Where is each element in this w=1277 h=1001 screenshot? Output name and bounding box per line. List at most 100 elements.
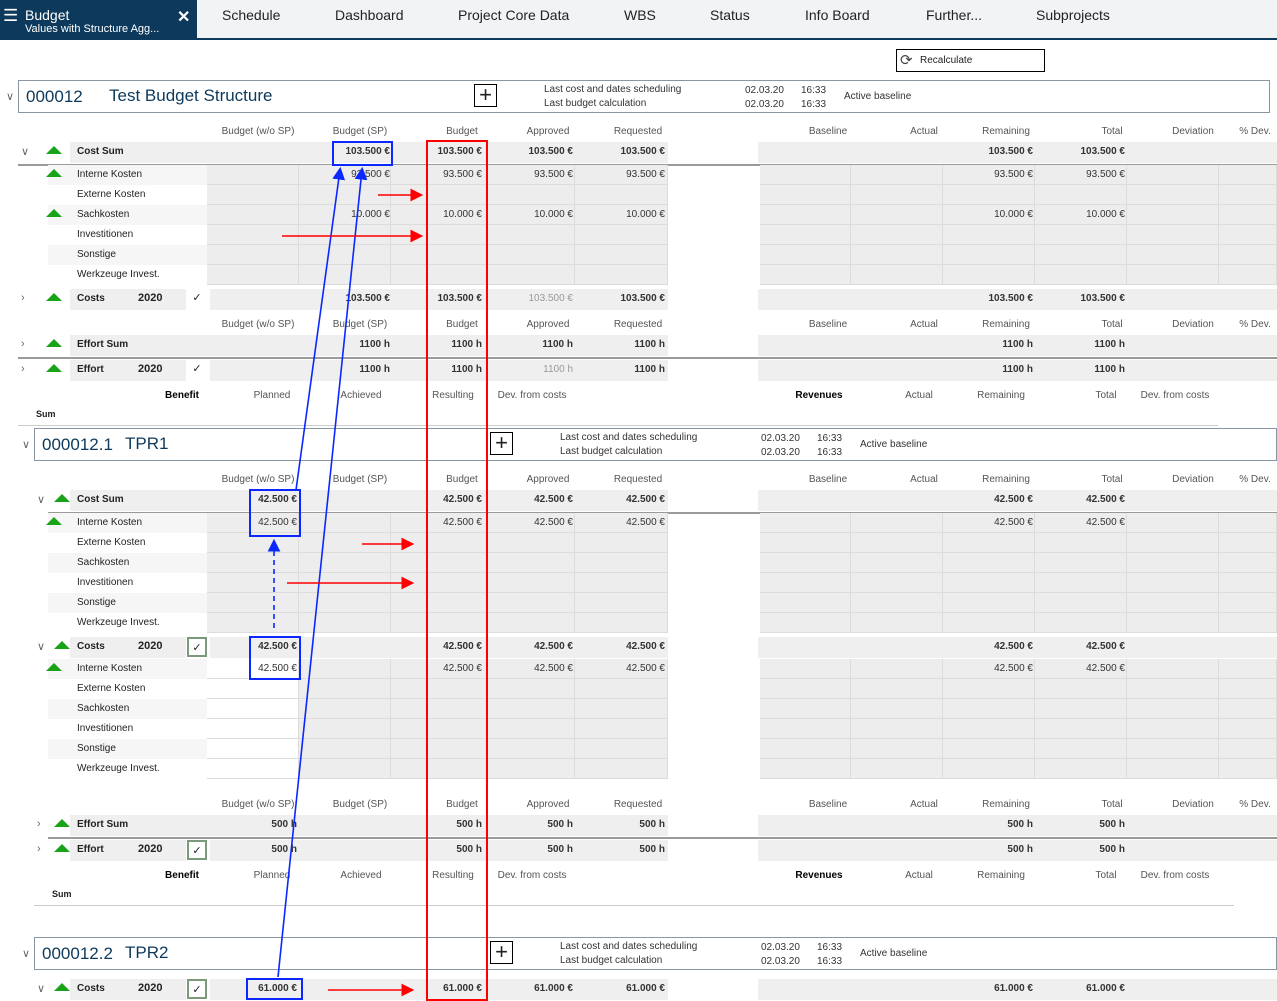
- add-icon[interactable]: +: [490, 941, 513, 964]
- year-checkbox[interactable]: ✓: [187, 840, 207, 860]
- grid-cell: [391, 613, 487, 633]
- expand-chevron-icon[interactable]: ∨: [37, 494, 46, 506]
- expand-chevron-icon[interactable]: ∨: [37, 641, 46, 653]
- row-stripe: [48, 533, 207, 553]
- tab-project-core-data[interactable]: Project Core Data: [458, 7, 570, 23]
- grid-cell: [487, 719, 575, 739]
- grid-cell: [851, 553, 943, 573]
- add-icon[interactable]: +: [474, 84, 497, 107]
- grid-cell: [851, 759, 943, 779]
- grid-cell: [1127, 613, 1219, 633]
- benefit-column-header: Remaining: [977, 870, 1025, 881]
- tab-dashboard[interactable]: Dashboard: [335, 7, 404, 23]
- grid-cell: [207, 613, 299, 633]
- grid-cell: [575, 573, 668, 593]
- close-icon[interactable]: ✕: [177, 9, 191, 26]
- tab-schedule[interactable]: Schedule: [222, 7, 281, 23]
- grid-cell: [299, 553, 391, 573]
- add-icon[interactable]: +: [490, 432, 513, 455]
- row-label: Interne Kosten: [77, 169, 143, 180]
- row-band: [70, 840, 668, 861]
- column-header: Budget (SP): [332, 799, 388, 810]
- menu-icon[interactable]: ☰: [3, 6, 19, 25]
- expand-chevron-icon[interactable]: ›: [37, 843, 41, 855]
- column-header: Budget (w/o SP): [221, 319, 295, 330]
- row-label: Sonstige: [77, 249, 116, 260]
- grid-cell: [943, 679, 1035, 699]
- grid-cell: [760, 185, 851, 205]
- expand-chevron-icon[interactable]: ›: [21, 363, 25, 375]
- year-checkbox[interactable]: ✓: [192, 363, 202, 375]
- cost-date: 02.03.20: [761, 433, 800, 444]
- grid-cell: [1035, 573, 1127, 593]
- value-tot: 61.000 €: [1086, 983, 1125, 994]
- project-name: Test Budget Structure: [109, 86, 273, 105]
- value-rem: 500 h: [1007, 844, 1033, 855]
- grid-cell: [943, 613, 1035, 633]
- tab-further-[interactable]: Further...: [926, 7, 983, 23]
- grid-cell: [760, 719, 851, 739]
- benefit-column-header: Planned: [253, 390, 291, 401]
- grid-cell: [1127, 739, 1219, 759]
- value-w: 42.500 €: [258, 663, 297, 674]
- active-baseline-label: Active baseline: [860, 439, 928, 450]
- column-header: Budget (w/o SP): [221, 126, 295, 137]
- grid-cell: [207, 593, 299, 613]
- collapse-chevron-icon[interactable]: ∨: [6, 91, 15, 103]
- project-header: [34, 937, 1277, 970]
- collapse-chevron-icon[interactable]: ∨: [22, 948, 31, 960]
- grid-cell: [575, 699, 668, 719]
- grid-cell: [1219, 719, 1277, 739]
- expand-chevron-icon[interactable]: ∨: [37, 983, 46, 995]
- grid-cell: [575, 593, 668, 613]
- tab-subprojects[interactable]: Subprojects: [1036, 7, 1110, 23]
- value-s: 93.500 €: [351, 169, 390, 180]
- tab-status[interactable]: Status: [710, 7, 750, 23]
- grid-cell: [760, 205, 851, 225]
- value-tot: 42.500 €: [1086, 494, 1125, 505]
- column-header: Approved: [526, 474, 570, 485]
- grid-cell: [1127, 265, 1219, 285]
- year-checkbox[interactable]: ✓: [187, 979, 207, 999]
- row-band: [70, 815, 668, 836]
- value-b: 42.500 €: [443, 494, 482, 505]
- value-r: 42.500 €: [626, 641, 665, 652]
- expand-chevron-icon[interactable]: ›: [21, 338, 25, 350]
- expand-chevron-icon[interactable]: ∨: [21, 146, 30, 158]
- grid-cell: [487, 205, 575, 225]
- grid-cell: [487, 165, 575, 185]
- grid-cell: [575, 679, 668, 699]
- module-tab-budget[interactable]: ☰ Budget Values with Structure Agg... ✕: [0, 0, 197, 38]
- value-b: 1100 h: [451, 339, 482, 350]
- grid-cell: [391, 185, 487, 205]
- status-up-triangle-icon: [46, 146, 62, 154]
- grid-cell: [207, 759, 299, 779]
- recalculate-button[interactable]: ⟳ Recalculate: [896, 49, 1045, 72]
- year-checkbox[interactable]: ✓: [192, 292, 202, 304]
- collapse-chevron-icon[interactable]: ∨: [22, 439, 31, 451]
- value-a: 42.500 €: [534, 517, 573, 528]
- grid-cell: [1035, 739, 1127, 759]
- year-label: 2020: [138, 982, 163, 994]
- row-divider: [18, 357, 1277, 359]
- expand-chevron-icon[interactable]: ›: [37, 818, 41, 830]
- grid-cell: [1035, 225, 1127, 245]
- year-checkbox[interactable]: ✓: [187, 637, 207, 657]
- row-label: Interne Kosten: [77, 517, 143, 528]
- grid-cell: [1127, 719, 1219, 739]
- grid-cell: [575, 553, 668, 573]
- value-rem: 42.500 €: [994, 641, 1033, 652]
- value-rem: 42.500 €: [994, 517, 1033, 528]
- tab-info-board[interactable]: Info Board: [805, 7, 870, 23]
- tab-wbs[interactable]: WBS: [624, 7, 656, 23]
- grid-cell: [207, 739, 299, 759]
- grid-cell: [1127, 165, 1219, 185]
- value-rem: 42.500 €: [994, 494, 1033, 505]
- expand-chevron-icon[interactable]: ›: [21, 292, 25, 304]
- status-up-triangle-icon: [46, 663, 62, 671]
- grid-cell: [1035, 659, 1127, 679]
- column-header: Budget: [446, 799, 478, 810]
- grid-cell: [207, 553, 299, 573]
- active-baseline-label: Active baseline: [860, 948, 928, 959]
- column-header: Deviation: [1172, 474, 1214, 485]
